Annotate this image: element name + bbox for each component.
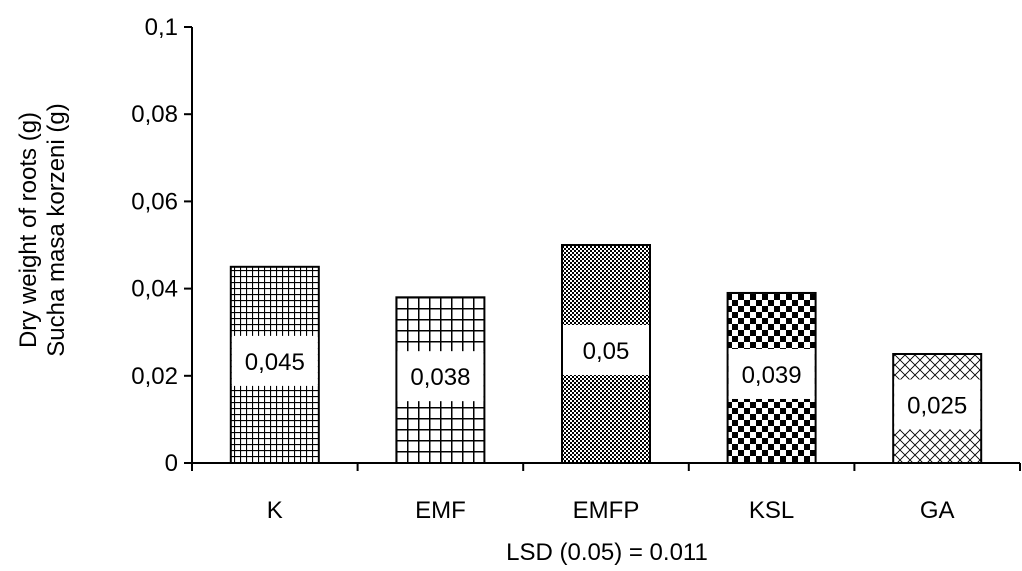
x-tick-label-emf: EMF bbox=[415, 497, 466, 524]
y-tick-label: 0 bbox=[165, 450, 178, 477]
y-tick-label: 0,1 bbox=[145, 14, 178, 41]
y-tick-label: 0,02 bbox=[131, 363, 178, 390]
data-label-box bbox=[894, 379, 981, 430]
data-label-box bbox=[397, 351, 484, 402]
y-axis-title: Dry weight of roots (g) Sucha masa korze… bbox=[15, 103, 70, 356]
y-tick-label: 0,06 bbox=[131, 188, 178, 215]
x-tick-label-emfp: EMFP bbox=[573, 497, 640, 524]
data-label-ga: 0,025 bbox=[907, 393, 967, 420]
x-tick-label-ksl: KSL bbox=[749, 497, 794, 524]
bars-group: 0,045 0,038 0,05 0,039 0,025 bbox=[229, 244, 983, 464]
y-axis-title-line-2: Sucha masa korzeni (g) bbox=[43, 103, 70, 356]
y-tick-label: 0,08 bbox=[131, 101, 178, 128]
x-tick-label-k: K bbox=[267, 497, 283, 524]
data-label-box bbox=[728, 348, 815, 399]
data-label-emf: 0,038 bbox=[410, 364, 470, 391]
x-axis: K EMF EMFP KSL GA bbox=[191, 462, 1021, 524]
data-label-k: 0,045 bbox=[245, 349, 305, 376]
data-label-box bbox=[231, 335, 318, 386]
y-axis: 0 0,02 0,04 0,06 0,08 0,1 bbox=[131, 14, 193, 477]
data-label-ksl: 0,039 bbox=[742, 362, 802, 389]
data-label-box bbox=[563, 325, 649, 375]
y-tick-label: 0,04 bbox=[131, 276, 178, 303]
data-label-emfp: 0,05 bbox=[583, 338, 630, 365]
x-tick-label-ga: GA bbox=[920, 497, 955, 524]
y-axis-title-line-1: Dry weight of roots (g) bbox=[15, 112, 42, 348]
x-axis-title: LSD (0.05) = 0.011 bbox=[506, 539, 708, 566]
